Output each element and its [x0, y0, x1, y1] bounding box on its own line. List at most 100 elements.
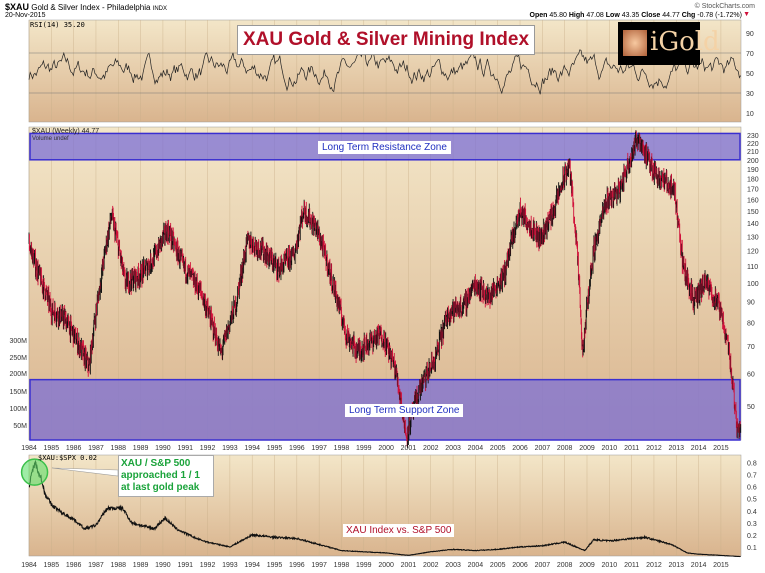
price-tick-label: 80	[747, 321, 755, 328]
x-tick-label: 1998	[334, 562, 350, 569]
x-tick-label: 1997	[311, 445, 327, 452]
x-tick-label: 2011	[624, 445, 639, 452]
ratio-tick-label: 0.7	[747, 473, 757, 480]
x-tick-label: 2007	[535, 445, 551, 452]
x-tick-label: 2004	[468, 445, 484, 452]
quote-line: Open 45.80 High 47.08 Low 43.35 Close 44…	[530, 12, 743, 19]
price-tick-label: 150	[747, 209, 759, 216]
rsi-legend: RSI(14) 35.20	[30, 21, 85, 29]
x-tick-label: 1997	[311, 562, 327, 569]
price-tick-label: 230	[747, 133, 759, 140]
x-tick-label: 2015	[713, 445, 729, 452]
x-tick-label: 1993	[222, 562, 238, 569]
price-tick-label: 200	[747, 158, 759, 165]
x-tick-label: 1989	[133, 445, 149, 452]
x-tick-label: 2014	[691, 562, 707, 569]
logo-text: iGold	[650, 27, 720, 57]
price-tick-label: 220	[747, 141, 759, 148]
quote-label: Low	[605, 12, 622, 19]
ratio-tick-label: 0.6	[747, 485, 757, 492]
quote-label: Chg	[681, 12, 698, 19]
x-tick-label: 1999	[356, 562, 372, 569]
chart-date: 20-Nov-2015	[5, 12, 46, 19]
x-tick-label: 2010	[602, 445, 618, 452]
x-tick-label: 1992	[200, 445, 216, 452]
logo-square-icon	[623, 30, 647, 56]
x-tick-label: 2003	[445, 562, 461, 569]
x-tick-label: 1984	[21, 562, 37, 569]
price-legend: $XAU (Weekly) 44.77	[32, 128, 100, 135]
x-tick-label: 1996	[289, 562, 305, 569]
x-tick-label: 2013	[668, 445, 684, 452]
x-tick-label: 2015	[713, 562, 729, 569]
rsi-tick-label: 50	[746, 71, 754, 78]
rsi-tick-label: 10	[746, 111, 754, 118]
ratio-tick-label: 0.3	[747, 521, 757, 528]
price-tick-label: 140	[747, 221, 759, 228]
volume-tick-label: 150M	[9, 389, 27, 396]
x-tick-label: 2012	[646, 445, 662, 452]
price-tick-label: 170	[747, 187, 759, 194]
x-tick-label: 1995	[267, 562, 283, 569]
x-tick-label: 2012	[646, 562, 662, 569]
x-tick-label: 1989	[133, 562, 149, 569]
x-tick-label: 2002	[423, 562, 439, 569]
price-tick-label: 190	[747, 167, 759, 174]
stockcharts-credit: © StockCharts.com	[694, 3, 755, 10]
quote-value: 43.35	[621, 12, 642, 19]
x-tick-label: 2013	[668, 562, 684, 569]
volume-tick-label: 300M	[9, 338, 27, 345]
x-tick-label: 2005	[490, 562, 506, 569]
volume-tick-label: 100M	[9, 406, 27, 413]
rsi-tick-label: 70	[746, 51, 754, 58]
x-tick-label: 1990	[155, 445, 171, 452]
x-tick-label: 1985	[44, 445, 60, 452]
x-tick-label: 1984	[21, 445, 37, 452]
x-tick-label: 2000	[378, 562, 394, 569]
rsi-line	[28, 47, 741, 95]
volume-legend: Volume undef	[32, 136, 69, 142]
x-tick-label: 1985	[44, 562, 60, 569]
x-tick-label: 2006	[512, 562, 528, 569]
x-tick-label: 2001	[401, 445, 417, 452]
index-name: Gold & Silver Index - Philadelphia	[31, 3, 151, 12]
x-tick-label: 1999	[356, 445, 372, 452]
quote-label: Close	[641, 12, 663, 19]
x-tick-label: 1993	[222, 445, 238, 452]
x-tick-label: 1996	[289, 445, 305, 452]
price-tick-label: 100	[747, 281, 759, 288]
annotation-line: approached 1 / 1	[121, 470, 200, 481]
resistance-zone-label: Long Term Resistance Zone	[318, 141, 451, 154]
x-tick-label: 1987	[88, 562, 104, 569]
x-tick-label: 2014	[691, 445, 707, 452]
x-tick-label: 1988	[110, 562, 126, 569]
price-tick-label: 120	[747, 249, 759, 256]
price-tick-label: 60	[747, 372, 755, 379]
peak-annotation: XAU / S&P 500 approached 1 / 1 at last g…	[118, 455, 214, 497]
chart-title: XAU Gold & Silver Mining Index	[237, 25, 535, 55]
price-tick-label: 180	[747, 177, 759, 184]
rsi-tick-label: 90	[746, 31, 754, 38]
peak-highlight-circle	[20, 458, 49, 486]
x-tick-label: 2005	[490, 445, 506, 452]
price-tick-label: 160	[747, 197, 759, 204]
x-tick-label: 1986	[66, 445, 82, 452]
igold-logo: iGold	[618, 22, 720, 65]
x-tick-label: 1986	[66, 562, 82, 569]
quote-value: 45.80	[549, 12, 569, 19]
x-tick-label: 1998	[334, 445, 350, 452]
annotation-line: XAU / S&P 500	[121, 458, 191, 469]
ratio-line	[28, 459, 741, 558]
x-tick-label: 1990	[155, 562, 171, 569]
x-tick-label: 2006	[512, 445, 528, 452]
price-tick-label: 90	[747, 300, 755, 307]
x-tick-label: 2002	[423, 445, 439, 452]
price-tick-label: 70	[747, 344, 755, 351]
annotation-line: at last gold peak	[121, 482, 200, 493]
x-tick-label: 2009	[579, 562, 595, 569]
x-tick-label: 1987	[88, 445, 104, 452]
x-tick-label: 1992	[200, 562, 216, 569]
support-zone-label: Long Term Support Zone	[345, 404, 464, 417]
x-tick-label: 1994	[244, 562, 260, 569]
